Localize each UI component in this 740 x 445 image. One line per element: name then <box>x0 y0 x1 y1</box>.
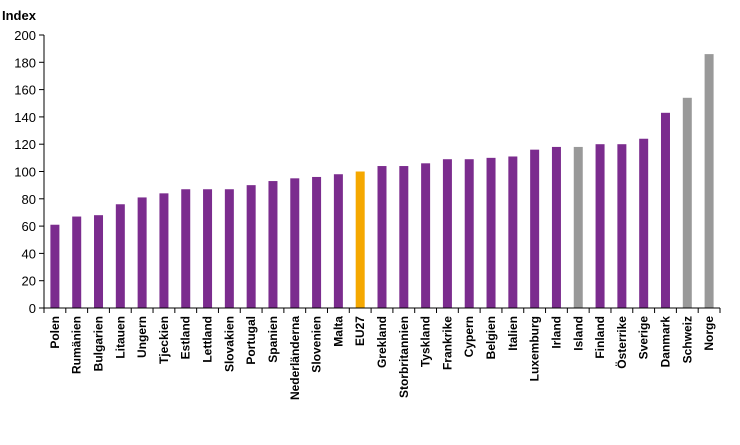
bar <box>137 197 147 308</box>
x-tick-label: Litauen <box>113 316 127 359</box>
y-tick-label: 120 <box>14 137 36 152</box>
y-tick-label: 0 <box>29 301 36 316</box>
bar <box>682 97 692 308</box>
bar <box>290 178 300 308</box>
y-tick-label: 200 <box>14 28 36 43</box>
x-tick-label: EU27 <box>353 316 367 346</box>
bar <box>268 181 278 308</box>
bar <box>442 159 452 308</box>
bar <box>399 166 409 308</box>
bar <box>486 157 496 308</box>
x-tick-label: Luxemburg <box>528 316 542 381</box>
bar <box>551 146 561 308</box>
x-tick-label: Tyskland <box>419 316 433 367</box>
bar <box>312 176 322 308</box>
bar <box>355 171 365 308</box>
bar <box>660 112 670 309</box>
x-tick-label: Slovakien <box>222 316 236 372</box>
x-tick-label: Norge <box>702 316 716 351</box>
x-tick-label: Polen <box>48 316 62 349</box>
bar <box>72 216 82 308</box>
x-tick-label: Nederländerna <box>288 316 302 400</box>
x-tick-label: Schweiz <box>680 316 694 363</box>
bar <box>159 193 169 308</box>
x-tick-label: Belgien <box>484 316 498 359</box>
x-tick-label: Tjeckien <box>157 316 171 364</box>
y-axis-label: Index <box>2 8 37 23</box>
x-axis: Polen Rumänien Bulgarien Litauen Ungern Tjeck… <box>43 307 721 400</box>
bar <box>617 144 627 308</box>
y-tick-label: 40 <box>22 246 36 261</box>
y-tick-label: 60 <box>22 219 36 234</box>
x-tick-label: Sverige <box>637 316 651 360</box>
x-tick-label: Frankrike <box>440 316 454 370</box>
y-tick-label: 100 <box>14 165 36 180</box>
bar <box>224 189 234 308</box>
x-tick-label: Bulgarien <box>92 316 106 371</box>
bar <box>595 144 605 308</box>
y-tick-label: 80 <box>22 192 36 207</box>
y-tick-label: 180 <box>14 55 36 70</box>
bar <box>421 163 431 308</box>
bar <box>639 138 649 308</box>
bar <box>246 185 256 308</box>
x-tick-label: Spanien <box>266 316 280 363</box>
y-axis: 0 20 40 60 80 100 120 140 160 180 200 <box>14 28 45 316</box>
bar <box>203 189 213 308</box>
x-tick-label: Grekland <box>375 316 389 368</box>
x-tick-label: Italien <box>506 316 520 351</box>
x-tick-label: Ungern <box>135 316 149 358</box>
bars <box>50 54 714 309</box>
x-tick-label: Lettland <box>201 316 215 363</box>
bar <box>508 156 518 308</box>
x-tick-label: Finland <box>593 316 607 359</box>
bar <box>704 54 714 308</box>
x-tick-label: Österrike <box>614 316 629 369</box>
y-tick-label: 140 <box>14 110 36 125</box>
x-tick-label: Island <box>571 316 585 351</box>
bar <box>377 166 387 308</box>
bar <box>464 159 474 308</box>
x-tick-label: Estland <box>179 316 193 359</box>
y-tick-label: 160 <box>14 83 36 98</box>
bar <box>94 215 104 308</box>
x-tick-label: Danmark <box>658 316 672 368</box>
x-tick-label: Irland <box>549 316 563 349</box>
x-tick-label: Cypern <box>462 316 476 357</box>
x-tick-label: Rumänien <box>70 316 84 374</box>
bar <box>115 204 125 308</box>
bar <box>333 174 343 308</box>
bar <box>50 224 60 308</box>
x-tick-label: Storbritannien <box>397 316 411 398</box>
bar <box>530 149 540 308</box>
y-tick-label: 20 <box>22 274 36 289</box>
x-tick-label: Slovenien <box>310 316 324 373</box>
x-tick-label: Portugal <box>244 316 258 365</box>
bar <box>181 189 191 308</box>
bar <box>573 146 583 308</box>
x-tick-label: Malta <box>331 316 345 347</box>
